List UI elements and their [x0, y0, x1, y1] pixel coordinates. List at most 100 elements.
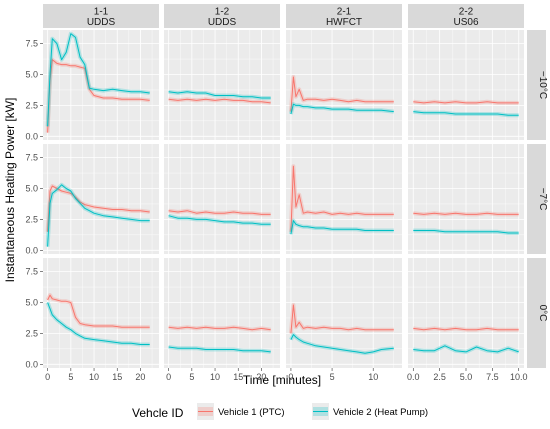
facet-panel	[286, 258, 402, 368]
legend-entry-label: Vehicle 2 (Heat Pump)	[333, 407, 428, 418]
strip-cycle-label: UDDS	[87, 17, 116, 28]
x-tick-label: 7.5	[486, 372, 499, 382]
strip-cycle-label: HWFCT	[326, 17, 362, 28]
series-line	[47, 59, 150, 133]
facet-panel	[43, 258, 159, 368]
x-tick-label: 20	[256, 372, 266, 382]
facet-panel	[286, 30, 402, 140]
x-tick-label: 2.5	[433, 372, 446, 382]
series-line	[168, 346, 271, 353]
x-tick-label: 5	[189, 372, 194, 382]
x-axis-title: Time [minutes]	[243, 373, 321, 387]
x-tick-label: 0	[288, 372, 293, 382]
legend-title: Vehcle ID	[132, 406, 184, 420]
legend-entry: Vehicle 2 (Heat Pump)	[312, 403, 428, 420]
series-line	[290, 103, 394, 115]
facet-panel	[164, 258, 280, 368]
facet-panel	[43, 144, 159, 254]
y-tick-label: 0.0	[25, 245, 38, 255]
series-line	[290, 220, 394, 235]
y-tick-label: 2.5	[25, 214, 38, 224]
series-line	[47, 184, 150, 247]
x-tick-label: 15	[233, 372, 243, 382]
y-tick-label: 2.5	[25, 328, 38, 338]
strip-id-label: 2-2	[459, 7, 474, 18]
panel-background	[164, 30, 280, 140]
panel-background	[164, 144, 280, 254]
y-tick-label: 0.0	[25, 359, 38, 369]
facet-panel	[164, 144, 280, 254]
legend-entry: Vehicle 1 (PTC)	[197, 403, 285, 420]
series-line	[413, 327, 519, 331]
panel-background	[43, 144, 159, 254]
y-axis-title: Instantaneous Heating Power [kW]	[3, 98, 17, 283]
row-strip: 0°C	[527, 258, 548, 368]
panel-background	[286, 30, 402, 140]
strip-cycle-label: UDDS	[208, 17, 237, 28]
panel-background	[286, 144, 402, 254]
series-line	[168, 326, 271, 331]
x-tick-label: 5	[68, 372, 73, 382]
series-line	[413, 230, 519, 234]
x-tick-label: 10	[368, 372, 378, 382]
y-tick-label: 2.5	[25, 100, 38, 110]
strip-temperature-label: 0°C	[537, 305, 548, 322]
strip-temperature-label: −7°C	[537, 188, 548, 211]
strip-temperature-label: −10°C	[537, 71, 548, 99]
series-line	[290, 165, 394, 232]
series-line	[47, 185, 150, 232]
row-strip: −10°C	[527, 30, 548, 140]
x-tick-label: 10	[89, 372, 99, 382]
legend-entry-label: Vehicle 1 (PTC)	[218, 407, 285, 418]
x-tick-label: 0	[45, 372, 50, 382]
series-line	[290, 76, 394, 112]
y-tick-label: 7.5	[25, 39, 38, 49]
series-line	[413, 111, 519, 116]
strip-id-label: 1-1	[94, 7, 109, 18]
series-line	[413, 101, 519, 104]
series-line	[413, 345, 519, 353]
series-line	[168, 215, 271, 225]
y-tick-label: 7.5	[25, 267, 38, 277]
series-line	[290, 334, 394, 354]
x-tick-label: 20	[135, 372, 145, 382]
series-line	[47, 302, 150, 345]
strip-id-label: 2-1	[337, 7, 352, 18]
series-line	[290, 304, 394, 334]
series-line	[168, 98, 271, 104]
y-tick-label: 7.5	[25, 153, 38, 163]
x-tick-label: 0.0	[407, 372, 420, 382]
series-line	[47, 294, 150, 328]
y-tick-label: 0.0	[25, 131, 38, 141]
facet-panel	[408, 30, 524, 140]
x-tick-label: 15	[112, 372, 122, 382]
strip-id-label: 1-2	[215, 7, 230, 18]
legend: Vehcle ID Vehicle 1 (PTC) Vehicle 2 (Heat…	[132, 403, 428, 420]
x-tick-label: 5	[330, 372, 335, 382]
series-line	[47, 33, 150, 127]
y-tick-label: 5.0	[25, 297, 38, 307]
y-tick-label: 5.0	[25, 183, 38, 193]
row-strip: −7°C	[527, 144, 548, 254]
strip-cycle-label: US06	[453, 17, 478, 28]
panel-background	[43, 30, 159, 140]
series-line	[168, 210, 271, 215]
y-tick-label: 5.0	[25, 69, 38, 79]
series-line	[168, 91, 271, 99]
x-tick-label: 10.0	[510, 372, 528, 382]
x-tick-label: 0	[166, 372, 171, 382]
facet-panel	[286, 144, 402, 254]
panel-background	[43, 258, 159, 368]
facet-panel	[43, 30, 159, 140]
facet-panel	[408, 144, 524, 254]
x-tick-label: 5.0	[460, 372, 473, 382]
facet-panel	[164, 30, 280, 140]
x-tick-label: 10	[210, 372, 220, 382]
series-line	[413, 212, 519, 215]
facet-panel	[408, 258, 524, 368]
